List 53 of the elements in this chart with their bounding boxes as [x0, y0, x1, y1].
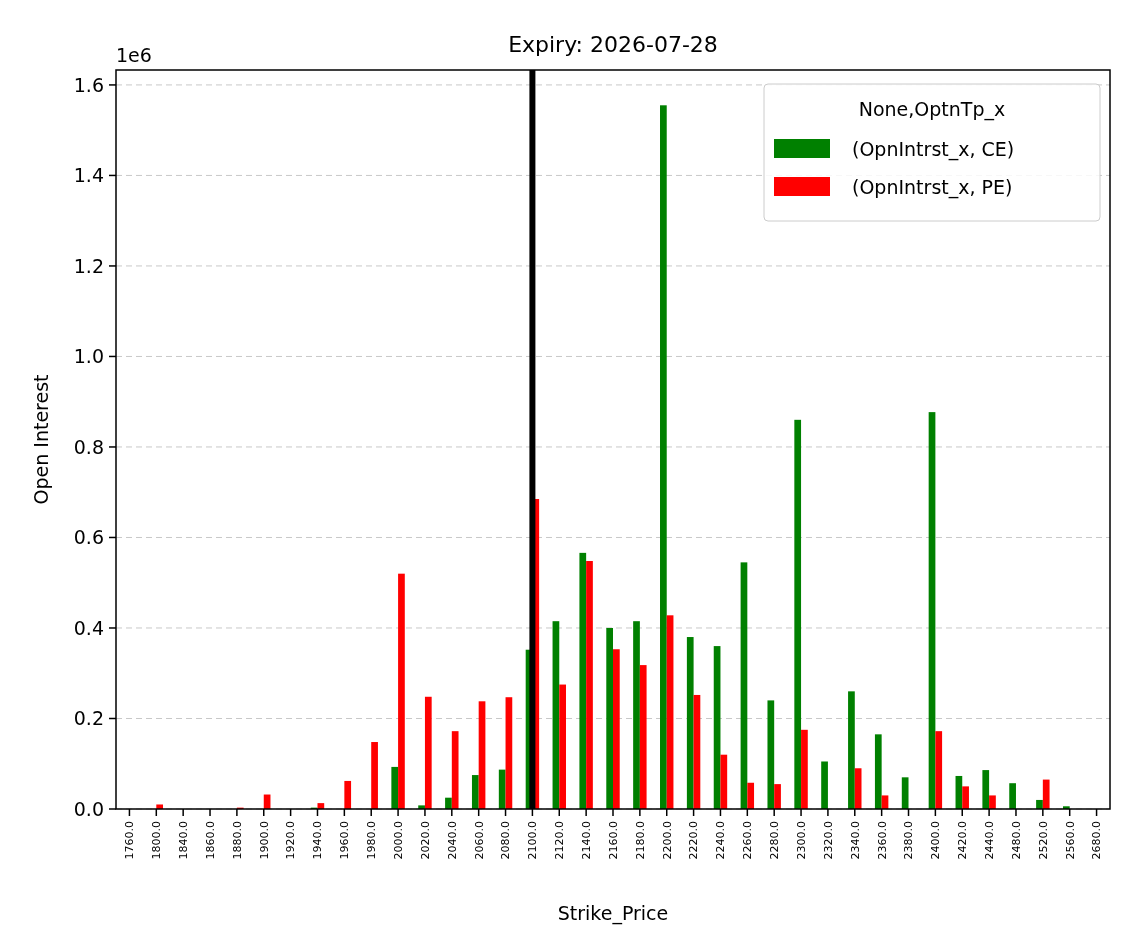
x-tick-label: 2400.0 [929, 821, 943, 860]
x-tick-label: 2020.0 [418, 821, 432, 860]
x-tick-label: 2380.0 [902, 821, 916, 860]
y-tick-label: 1.0 [73, 345, 104, 368]
y-axis-title: Open Interest [30, 374, 52, 505]
x-tick-label: 2240.0 [714, 821, 728, 860]
x-tick-label: 2060.0 [472, 821, 486, 860]
x-tick-label: 2560.0 [1063, 821, 1077, 860]
x-tick-label: 2220.0 [687, 821, 701, 860]
x-tick-label: 2520.0 [1036, 821, 1050, 860]
x-tick-label: 2200.0 [660, 821, 674, 860]
x-tick-label: 1760.0 [123, 821, 137, 860]
x-tick-label: 1800.0 [150, 821, 164, 860]
y-tick-label: 0.8 [73, 435, 104, 458]
x-tick-label: 1980.0 [365, 821, 379, 860]
y-tick-label: 1.6 [73, 73, 104, 96]
x-tick-label: 2160.0 [606, 821, 620, 860]
x-tick-label: 2340.0 [848, 821, 862, 860]
x-tick-label: 2420.0 [956, 821, 970, 860]
x-axis-title: Strike_Price [557, 902, 669, 925]
x-tick-label: 2040.0 [445, 821, 459, 860]
x-tick-label: 2300.0 [794, 821, 808, 860]
x-tick-label: 1940.0 [311, 821, 325, 860]
legend-title: None,OptnTp_x [858, 98, 1006, 121]
x-tick-label: 2180.0 [633, 821, 647, 860]
text: 1e6 [116, 44, 152, 66]
x-tick-label: 1880.0 [230, 821, 244, 860]
x-tick-label: 2080.0 [499, 821, 513, 860]
y-tick-label: 1.4 [73, 164, 104, 187]
x-tick-label: 2440.0 [982, 821, 996, 860]
x-tick-label: 2260.0 [741, 821, 755, 860]
x-tick-label: 2360.0 [875, 821, 889, 860]
x-tick-label: 1920.0 [284, 821, 298, 860]
y-tick-label: 0.0 [73, 797, 104, 820]
y-tick-label: 1.2 [73, 254, 104, 277]
x-tick-label: 2320.0 [821, 821, 835, 860]
x-tick-label: 2680.0 [1090, 821, 1104, 860]
x-tick-label: 2480.0 [1009, 821, 1023, 860]
x-tick-label: 1840.0 [177, 821, 191, 860]
x-tick-label: 2280.0 [768, 821, 782, 860]
x-tick-label: 1900.0 [257, 821, 271, 860]
x-tick-label: 2000.0 [391, 821, 405, 860]
x-tick-label: 2100.0 [526, 821, 540, 860]
x-tick-label: 1960.0 [338, 821, 352, 860]
y-tick-label: 0.4 [73, 616, 104, 639]
legend-label: (OpnIntrst_x, CE) [852, 137, 1015, 161]
chart-title: Expiry: 2026-07-28 [508, 32, 718, 57]
x-tick-label: 1860.0 [203, 821, 217, 860]
y-tick-label: 0.2 [73, 707, 104, 730]
x-tick-label: 2140.0 [579, 821, 593, 860]
x-tick-label: 2120.0 [553, 821, 567, 860]
y-tick-label: 0.6 [73, 526, 104, 549]
legend-label: (OpnIntrst_x, PE) [852, 175, 1013, 199]
